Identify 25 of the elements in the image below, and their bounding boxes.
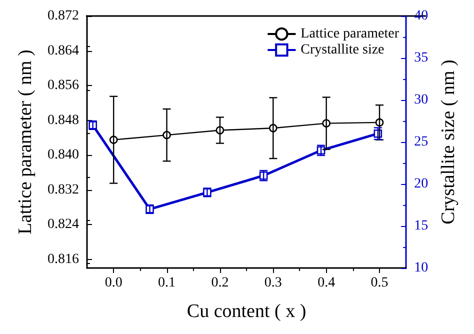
- x-tick-label: 0.3: [264, 276, 282, 290]
- y2-tick-label: 25: [414, 134, 428, 150]
- y-tick-label: 0.832: [48, 182, 79, 198]
- y2-tick-label: 20: [414, 176, 428, 192]
- legend-label: Lattice parameter: [300, 26, 400, 42]
- x-tick-label: 0.0: [104, 276, 122, 290]
- x-axis-title: Cu content ( x ): [186, 301, 306, 322]
- y-tick-label: 0.864: [48, 43, 79, 58]
- legend-label: Crystallite size: [300, 42, 384, 58]
- y2-tick-label: 35: [414, 50, 428, 66]
- y2-tick-label: 10: [414, 260, 428, 276]
- x-tick-label: 0.4: [318, 276, 336, 290]
- y2-tick-label: 15: [414, 218, 428, 234]
- y-tick-label: 0.872: [48, 8, 79, 24]
- y-tick-label: 0.816: [48, 252, 79, 267]
- x-tick-label: 0.1: [158, 276, 176, 290]
- y-tick-label: 0.856: [48, 78, 79, 94]
- y-tick-label: 0.848: [48, 112, 79, 128]
- y-tick-label: 0.840: [48, 148, 79, 163]
- x-tick-label: 0.5: [370, 276, 388, 290]
- y-tick-label: 0.824: [48, 217, 79, 232]
- y2-axis-title: Crystallite size ( nm ): [438, 60, 459, 224]
- y-axis-title: Lattice parameter ( nm ): [15, 50, 36, 234]
- y2-tick-label: 30: [414, 92, 428, 108]
- x-tick-label: 0.2: [211, 276, 229, 290]
